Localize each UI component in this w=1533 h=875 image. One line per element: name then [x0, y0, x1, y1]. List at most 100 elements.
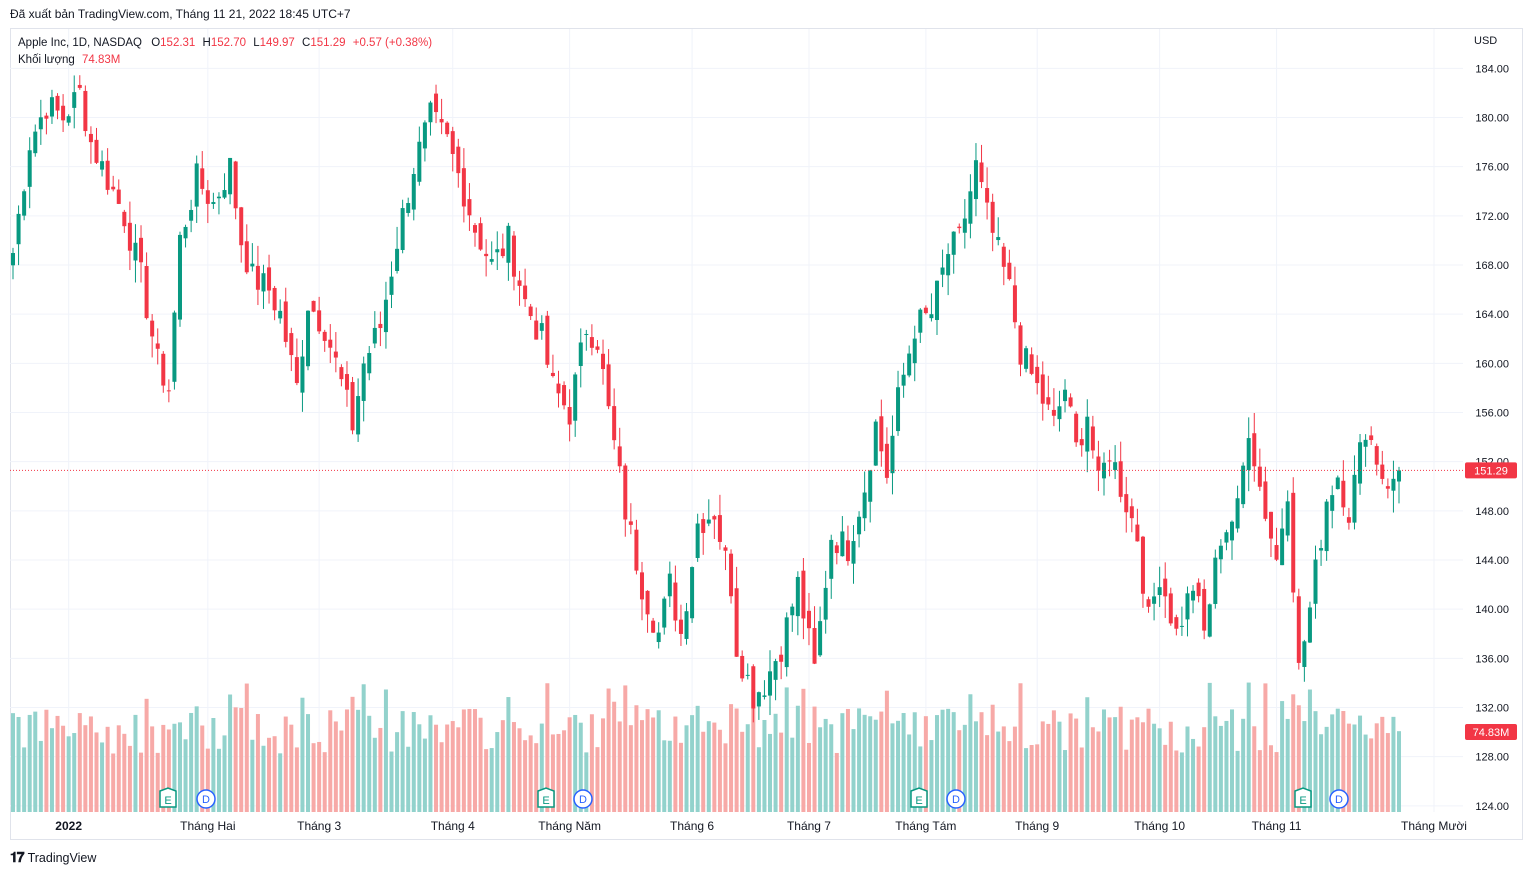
candle-body	[539, 323, 544, 331]
volume-bar	[411, 712, 416, 812]
volume-bar	[1046, 723, 1051, 812]
candle-body	[1163, 578, 1168, 597]
volume-bar	[845, 708, 850, 812]
volume-bar	[239, 707, 244, 812]
candle-body	[317, 310, 322, 332]
candle-body	[1235, 498, 1240, 529]
candle-body	[896, 387, 901, 432]
grid	[10, 29, 1463, 812]
currency-label[interactable]: USD	[1474, 35, 1498, 47]
volume-bar	[550, 734, 555, 812]
candle-body	[818, 621, 823, 656]
volume-bar	[1369, 738, 1374, 812]
candle-body	[1246, 438, 1251, 471]
volume-bar	[1191, 738, 1196, 812]
volume-label[interactable]: Khối lượng	[18, 54, 75, 66]
published-note: Đã xuất bản TradingView.com, Tháng 11 21…	[10, 7, 351, 21]
candle-body	[88, 133, 93, 143]
volume-bar	[350, 696, 355, 812]
high-label: H	[202, 37, 211, 49]
candle-body	[946, 254, 951, 276]
volume-bar	[957, 730, 962, 812]
volume-bar	[49, 728, 54, 812]
candle-body	[361, 363, 366, 401]
volume-bar	[77, 713, 82, 812]
volume-bar	[328, 710, 333, 812]
volume-bar	[417, 724, 422, 812]
earnings-marker-label: E	[915, 795, 922, 807]
volume-bar	[289, 724, 294, 812]
candle-body	[884, 443, 889, 478]
volume-bar	[912, 712, 917, 812]
price-axis: 124.00 128.00 132.00 136.00 140.00 144.00 148.…	[1475, 63, 1509, 813]
candle-body	[250, 263, 255, 267]
candle-body	[868, 470, 873, 502]
candle-body	[985, 188, 990, 203]
candle-body	[550, 372, 555, 377]
volume-bar	[556, 733, 561, 812]
volume-bar	[172, 723, 177, 812]
candle-body	[177, 234, 182, 320]
volume-bar	[272, 736, 277, 812]
candle-body	[890, 435, 895, 474]
volume-bar	[1391, 716, 1396, 812]
volume-bar	[439, 742, 444, 812]
candle-body	[100, 161, 105, 170]
candle-body	[695, 523, 700, 559]
volume-bar	[667, 740, 672, 812]
volume-bar	[166, 729, 171, 812]
symbol-label[interactable]: Apple Inc, 1D, NASDAQ	[18, 37, 142, 49]
high-value: 152.70	[210, 37, 247, 49]
volume-bar	[88, 716, 93, 812]
volume-bar	[539, 723, 544, 812]
candle-body	[333, 351, 338, 358]
volume-bar	[456, 727, 461, 812]
volume-bar	[751, 689, 756, 812]
candlesticks	[10, 75, 1402, 723]
y-tick-label: 128.00	[1475, 752, 1509, 764]
candle-body	[350, 382, 355, 431]
volume-bar	[639, 720, 644, 812]
candle-body	[1174, 617, 1179, 629]
volume-bar	[1246, 682, 1251, 812]
candle-body	[1152, 596, 1157, 604]
volume-bar	[205, 748, 210, 812]
candle-body	[729, 553, 734, 597]
candle-body	[133, 242, 138, 261]
volume-bar	[445, 724, 450, 812]
volume-bar	[406, 746, 411, 812]
candle-body	[1335, 477, 1340, 490]
x-tick-label: Tháng Tám	[895, 819, 956, 833]
volume-bar	[116, 725, 121, 812]
candle-body	[244, 241, 249, 273]
candle-body	[628, 521, 633, 525]
volume-bar	[879, 711, 884, 812]
candle-body	[851, 541, 856, 564]
candle-body	[806, 610, 811, 629]
close-label: C	[302, 37, 311, 49]
candle-body	[422, 122, 427, 149]
volume-bars	[10, 682, 1402, 812]
volume-bar	[617, 721, 622, 812]
volume-bar	[489, 748, 494, 812]
volume-bar	[962, 724, 967, 812]
footer-brand[interactable]: 𝟏𝟕 TradingView	[10, 849, 96, 866]
volume-bar	[1224, 720, 1229, 812]
y-tick-label: 140.00	[1475, 604, 1509, 616]
volume-bar	[344, 709, 349, 812]
last-price-line: 151.29 74.83M	[10, 462, 1517, 740]
earnings-icon: E	[537, 787, 555, 808]
candle-body	[417, 141, 422, 182]
candle-body	[322, 331, 327, 341]
volume-bar	[250, 739, 255, 812]
volume-bar	[890, 723, 895, 812]
volume-bar	[395, 732, 400, 812]
candle-body	[562, 385, 567, 406]
candle-body	[645, 590, 650, 615]
candle-body	[1252, 433, 1257, 467]
candle-body	[934, 280, 940, 321]
candle-body	[1101, 462, 1106, 479]
candle-body	[723, 547, 728, 551]
candle-body	[1369, 435, 1374, 441]
